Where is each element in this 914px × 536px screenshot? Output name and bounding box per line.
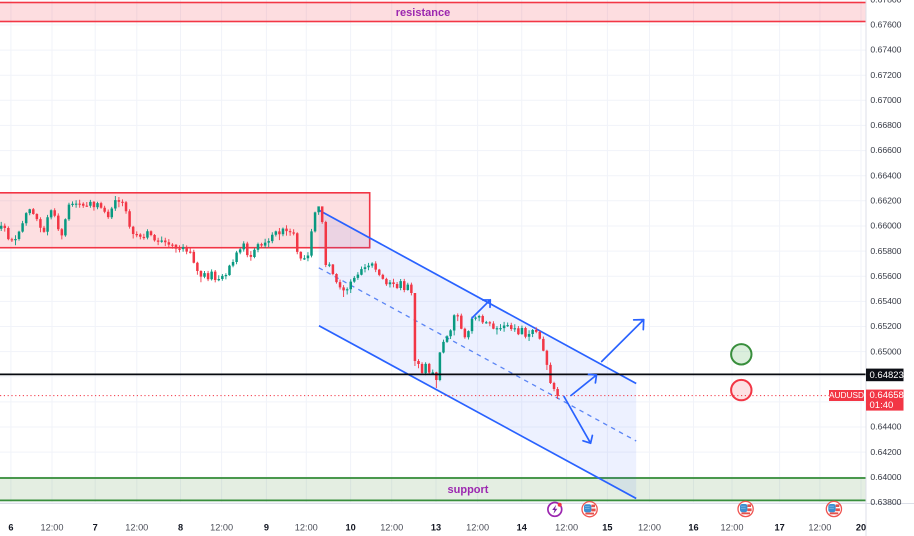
svg-text:14: 14	[517, 523, 528, 533]
svg-text:0.67000: 0.67000	[870, 95, 901, 105]
svg-text:12:00: 12:00	[41, 523, 64, 533]
svg-text:0.65400: 0.65400	[870, 296, 901, 306]
svg-text:0.67800: 0.67800	[870, 0, 901, 5]
svg-text:12:00: 12:00	[555, 523, 578, 533]
svg-text:20: 20	[856, 523, 866, 533]
svg-text:0.66000: 0.66000	[870, 221, 901, 231]
svg-text:8: 8	[178, 523, 183, 533]
svg-text:0.64823: 0.64823	[870, 370, 904, 381]
svg-text:0.66800: 0.66800	[870, 120, 901, 130]
svg-text:12:00: 12:00	[638, 523, 661, 533]
svg-text:17: 17	[774, 523, 784, 533]
svg-text:01:40: 01:40	[870, 400, 894, 411]
svg-text:12:00: 12:00	[295, 523, 318, 533]
svg-text:15: 15	[602, 523, 612, 533]
svg-text:support: support	[448, 484, 489, 496]
svg-text:9: 9	[264, 523, 269, 533]
svg-text:10: 10	[345, 523, 355, 533]
svg-text:0.65600: 0.65600	[870, 271, 901, 281]
svg-text:0.66400: 0.66400	[870, 170, 901, 180]
svg-text:0.64200: 0.64200	[870, 447, 901, 457]
svg-text:resistance: resistance	[396, 7, 450, 19]
svg-text:12:00: 12:00	[125, 523, 148, 533]
svg-text:7: 7	[93, 523, 98, 533]
svg-text:12:00: 12:00	[210, 523, 233, 533]
svg-text:AUDUSD: AUDUSD	[829, 390, 864, 400]
svg-text:0.66200: 0.66200	[870, 196, 901, 206]
svg-text:12:00: 12:00	[721, 523, 744, 533]
svg-text:12:00: 12:00	[808, 523, 831, 533]
svg-text:0.66600: 0.66600	[870, 145, 901, 155]
svg-text:13: 13	[431, 523, 441, 533]
svg-text:0.65000: 0.65000	[870, 346, 901, 356]
svg-text:12:00: 12:00	[466, 523, 489, 533]
svg-text:12:00: 12:00	[380, 523, 403, 533]
svg-text:0.65800: 0.65800	[870, 246, 901, 256]
svg-text:0.64400: 0.64400	[870, 422, 901, 432]
svg-text:0.63800: 0.63800	[870, 497, 901, 507]
svg-text:0.64658: 0.64658	[870, 390, 904, 401]
svg-text:0.67600: 0.67600	[870, 20, 901, 30]
svg-text:0.64000: 0.64000	[870, 472, 901, 482]
svg-text:16: 16	[688, 523, 698, 533]
svg-text:0.65200: 0.65200	[870, 321, 901, 331]
svg-text:6: 6	[8, 523, 13, 533]
svg-text:0.67200: 0.67200	[870, 70, 901, 80]
svg-text:0.67400: 0.67400	[870, 45, 901, 55]
